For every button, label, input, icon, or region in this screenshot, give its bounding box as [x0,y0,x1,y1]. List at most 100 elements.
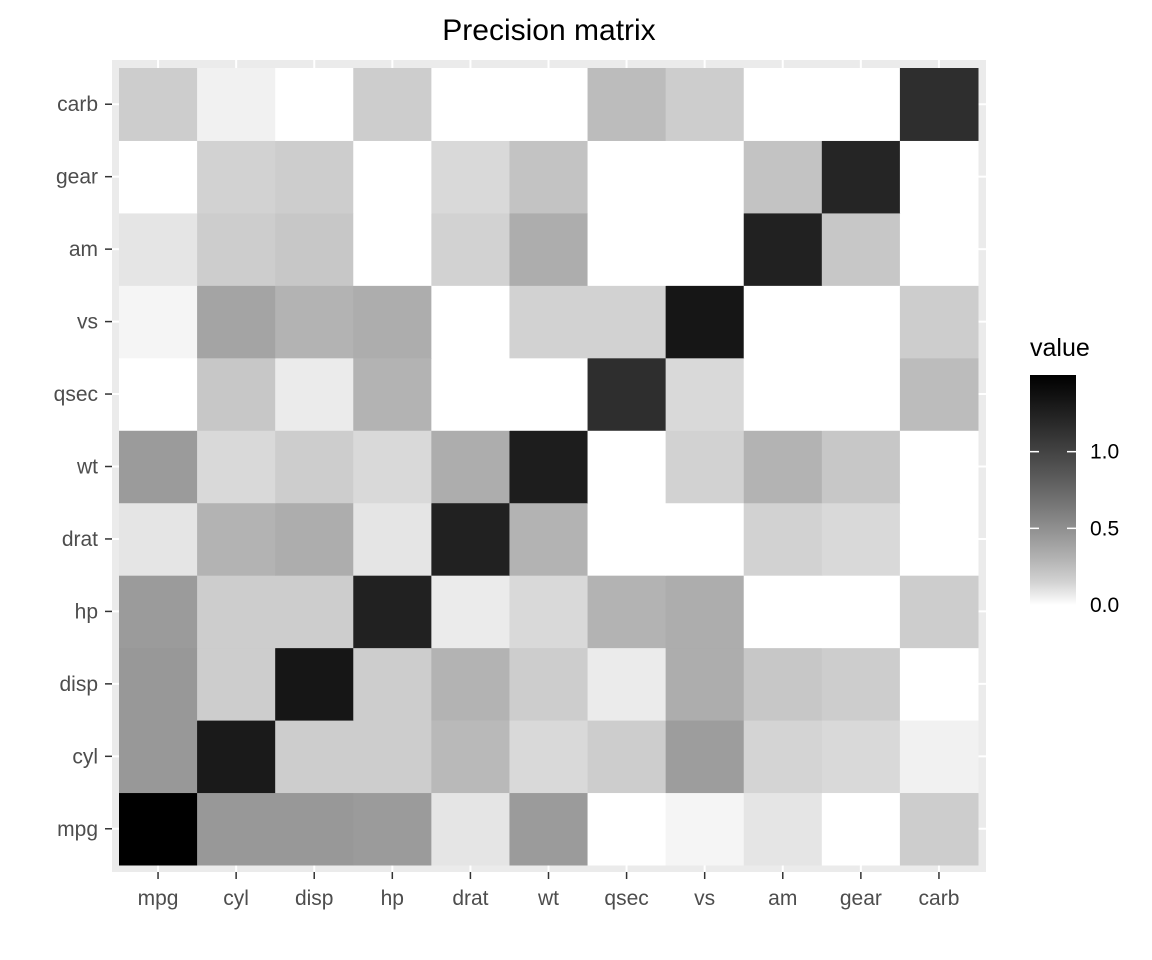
heatmap-cell-gear-gear [821,140,901,214]
heatmap-cell-disp-qsec [587,647,667,721]
heatmap-cell-am-drat [431,212,510,286]
heatmap-cell-carb-disp [275,68,354,141]
heatmap-cell-gear-am [743,140,823,214]
legend-tick-label: 0.0 [1090,594,1119,617]
heatmap-cell-qsec-wt [509,357,589,431]
heatmap-cell-cyl-disp [275,720,354,794]
y-tick-label: cyl [72,745,98,768]
heatmap-cell-gear-cyl [197,140,276,214]
heatmap-cell-wt-cyl [197,430,276,504]
heatmap-cell-am-qsec [587,212,667,286]
heatmap-cell-wt-disp [275,430,354,504]
heatmap-cell-mpg-drat [431,792,510,866]
y-tick-label: wt [76,456,98,479]
heatmap-cell-mpg-vs [665,792,745,866]
heatmap-cell-am-am [743,212,823,286]
heatmap-cell-mpg-wt [509,792,589,866]
heatmap-cell-vs-gear [821,285,901,359]
chart-title: Precision matrix [442,14,655,47]
heatmap-cell-gear-disp [275,140,354,214]
heatmap-cell-mpg-mpg [119,792,198,866]
heatmap-cell-hp-mpg [119,575,198,649]
x-tick-label: hp [381,887,404,910]
heatmap-cell-mpg-qsec [587,792,667,866]
x-tick-label: cyl [223,887,249,910]
heatmap-cell-vs-qsec [587,285,667,359]
heatmap-cell-vs-vs [665,285,745,359]
y-tick-label: carb [57,93,98,116]
legend-tick-label: 1.0 [1090,441,1119,464]
y-tick-label: gear [56,166,98,189]
heatmap-cell-mpg-cyl [197,792,276,866]
heatmap-cell-disp-mpg [119,647,198,721]
legend-tick-label: 0.5 [1090,517,1119,540]
heatmap-cell-disp-disp [275,647,354,721]
legend-colorbar [1030,375,1076,605]
heatmap-cell-drat-drat [431,502,510,576]
heatmap-cell-vs-am [743,285,823,359]
heatmap-cell-disp-drat [431,647,510,721]
heatmap-cell-qsec-disp [275,357,354,431]
heatmap-cell-qsec-cyl [197,357,276,431]
x-tick-label: carb [919,887,960,910]
heatmap-cell-qsec-mpg [119,357,198,431]
heatmap-cell-drat-hp [353,502,432,576]
heatmap-cell-carb-vs [665,68,745,141]
heatmap-cell-cyl-cyl [197,720,276,794]
heatmap-cell-vs-drat [431,285,510,359]
heatmap-cell-drat-am [743,502,823,576]
heatmap-cell-wt-vs [665,430,745,504]
heatmap-cell-carb-carb [899,68,979,141]
x-tick-label: am [768,887,797,910]
heatmap-cell-gear-drat [431,140,510,214]
y-tick-label: drat [62,528,98,551]
heatmap-cell-hp-vs [665,575,745,649]
heatmap-cell-vs-wt [509,285,589,359]
heatmap-cell-drat-wt [509,502,589,576]
heatmap-cell-wt-drat [431,430,510,504]
y-tick-label: mpg [57,818,98,841]
heatmap-cell-carb-wt [509,68,589,141]
heatmap-cell-hp-disp [275,575,354,649]
heatmap-cell-mpg-am [743,792,823,866]
x-tick-label: mpg [138,887,179,910]
heatmap-cell-wt-am [743,430,823,504]
heatmap-cell-qsec-qsec [587,357,667,431]
heatmap-cell-cyl-mpg [119,720,198,794]
heatmap-cell-hp-hp [353,575,432,649]
heatmap-cell-vs-mpg [119,285,198,359]
heatmap-cell-am-wt [509,212,589,286]
heatmap-cell-gear-vs [665,140,745,214]
y-tick-label: hp [75,600,98,623]
heatmap-cell-qsec-gear [821,357,901,431]
x-axis: mpg cyl disp hp drat wt qsec vs am gear carb [138,872,960,910]
y-tick-label: am [69,238,98,261]
heatmap-cell-gear-qsec [587,140,667,214]
heatmap-cell-cyl-drat [431,720,510,794]
heatmap-cell-am-vs [665,212,745,286]
heatmap-cell-mpg-disp [275,792,354,866]
heatmap-cell-am-mpg [119,212,198,286]
heatmap-cell-qsec-hp [353,357,432,431]
heatmap-cell-wt-wt [509,430,589,504]
heatmap-cell-gear-hp [353,140,432,214]
heatmap-cell-cyl-vs [665,720,745,794]
heatmap-cell-hp-am [743,575,823,649]
heatmap-cell-drat-vs [665,502,745,576]
heatmap-cell-qsec-am [743,357,823,431]
x-tick-label: vs [694,887,715,910]
heatmap-cell-wt-carb [899,430,979,504]
heatmap-cell-wt-gear [821,430,901,504]
heatmap-cell-qsec-carb [899,357,979,431]
heatmap-cell-disp-gear [821,647,901,721]
x-tick-label: disp [295,887,334,910]
heatmap-cell-hp-qsec [587,575,667,649]
legend-title: value [1030,334,1090,362]
heatmap-cell-cyl-hp [353,720,432,794]
y-tick-label: qsec [54,383,98,406]
heatmap-cell-am-carb [899,212,979,286]
heatmap-cell-am-gear [821,212,901,286]
heatmap-cell-disp-wt [509,647,589,721]
